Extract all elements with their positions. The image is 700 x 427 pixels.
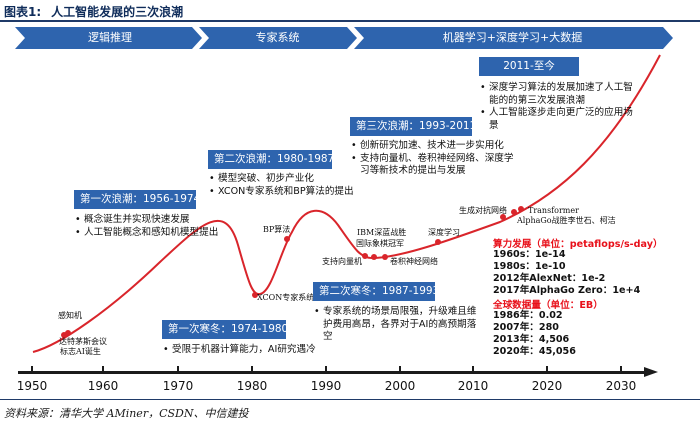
figure-title-text: 人工智能发展的三次浪潮	[51, 5, 184, 19]
title-rule	[0, 20, 700, 22]
axis-tickmark	[102, 366, 104, 372]
milestone-dot-deepblue	[371, 254, 377, 260]
band-ml-label: 机器学习+深度学习+大数据	[442, 31, 583, 44]
milestone-dot-gan	[500, 214, 506, 220]
development-curve	[32, 54, 661, 353]
milestone-dot-dartmouth	[65, 330, 71, 336]
milestone-dot-alphago	[518, 206, 524, 212]
axis-tick-label: 1950	[16, 379, 48, 393]
band-expert-shape	[199, 27, 357, 49]
data-volume-item: 2020年：45,056	[493, 346, 576, 357]
era-current-bullets: 深度学习算法的发展加速了人工智能的的第三次发展浪潮 人工智能逐步走向更广泛的应用…	[479, 82, 639, 132]
era-current-bullet: 人工智能逐步走向更广泛的应用场景	[479, 107, 639, 132]
time-axis	[18, 371, 646, 374]
milestone-dot-bp	[284, 236, 290, 242]
axis-tick-label: 2010	[457, 379, 489, 393]
compute-item: 1960s：1e-14	[493, 249, 566, 260]
era-first-wave-bullet: 人工智能概念和感知机模型提出	[74, 227, 264, 240]
axis-tickmark	[31, 366, 33, 372]
compute-heading: 算力发展（单位：petaflops/s-day）	[493, 239, 663, 250]
compute-item: 1980s：1e-10	[493, 261, 566, 272]
milestone-dot-xcon	[252, 292, 258, 298]
era-first-wave-title: 第一次浪潮：1956-1974	[74, 190, 200, 209]
footer-rule	[0, 399, 700, 400]
era-first-winter-bullet: 受限于机器计算能力，AI研究遇冷	[162, 344, 362, 357]
axis-tickmark	[472, 366, 474, 372]
axis-tickmark	[620, 366, 622, 372]
milestone-dot-transformer	[511, 209, 517, 215]
axis-tick-label: 1980	[236, 379, 268, 393]
axis-tickmark	[325, 366, 327, 372]
band-logic-label: 逻辑推理	[88, 31, 132, 44]
development-curve-line	[32, 54, 661, 353]
axis-tickmark	[546, 366, 548, 372]
milestone-perceptron: 感知机	[58, 311, 82, 320]
milestone-dot-svm	[362, 253, 368, 259]
era-second-winter-title: 第二次寒冬：1987-1993	[313, 282, 439, 301]
era-second-wave-bullet: 模型突破、初步产业化	[208, 173, 378, 186]
era-first-wave-bullets: 概念诞生并实现快速发展 人工智能概念和感知机模型提出	[74, 214, 264, 239]
era-third-wave-bullet: 创新研究加速、技术进一步实用化	[350, 140, 520, 153]
milestone-cnn: 卷积神经网络	[390, 257, 438, 266]
figure-title: 图表1: 人工智能发展的三次浪潮	[4, 3, 183, 20]
milestone-chess-champion: 国际象棋冠军	[356, 239, 404, 248]
era-band-bar	[15, 27, 673, 49]
era-second-wave-bullet: XCON专家系统和BP算法的提出	[208, 186, 378, 199]
axis-tick-label: 2000	[384, 379, 416, 393]
era-third-wave-bullet: 支持向量机、卷积神经网络、深度学习等新技术的提出与发展	[350, 153, 520, 178]
milestone-dot-cnn	[382, 254, 388, 260]
band-expert-label: 专家系统	[255, 31, 300, 44]
axis-tickmark	[251, 366, 253, 372]
era-first-winter-title: 第一次寒冬：1974-1980	[162, 320, 288, 339]
data-volume-item: 2007年：280	[493, 322, 559, 333]
milestone-deepblue: IBM深蓝战胜	[357, 228, 407, 237]
era-third-wave-title: 第三次浪潮：1993-2011	[350, 117, 476, 136]
milestone-gan: 生成对抗网络	[459, 206, 507, 215]
axis-tick-label: 2020	[531, 379, 563, 393]
data-volume-item: 2013年：4,506	[493, 334, 570, 345]
data-volume-heading: 全球数据量（单位：EB）	[493, 300, 603, 311]
data-volume-item: 1986年：0.02	[493, 310, 563, 321]
milestone-transformer: Transformer	[528, 206, 579, 215]
era-current-bullet: 深度学习算法的发展加速了人工智能的的第三次发展浪潮	[479, 82, 639, 107]
era-second-winter-bullet: 专家系统的场景局限强，升级难且维护费用高昂，各界对于AI的高预期落空	[313, 306, 478, 344]
axis-tickmark	[399, 366, 401, 372]
era-second-wave-title: 第二次浪潮：1980-1987	[208, 150, 334, 169]
milestone-svm: 支持向量机	[322, 257, 362, 266]
milestone-xcon: XCON专家系统	[257, 293, 315, 302]
era-second-wave-bullets: 模型突破、初步产业化 XCON专家系统和BP算法的提出	[208, 173, 378, 198]
figure-number: 图表1:	[4, 5, 42, 19]
time-axis-arrow	[644, 367, 658, 377]
axis-tick-label: 1960	[87, 379, 119, 393]
source-note: 资料来源：清华大学 AMiner，CSDN、中信建投	[4, 407, 249, 420]
axis-tick-label: 1990	[310, 379, 342, 393]
band-ml-shape	[354, 27, 673, 49]
axis-tick-label: 2030	[605, 379, 637, 393]
band-logic-shape	[15, 27, 202, 49]
era-current-title: 2011-至今	[479, 57, 579, 76]
era-first-wave-bullet: 概念诞生并实现快速发展	[74, 214, 264, 227]
milestone-dot-deeplearning	[435, 239, 441, 245]
axis-tick-label: 1970	[162, 379, 194, 393]
milestone-deeplearning: 深度学习	[428, 228, 460, 237]
era-second-winter-bullets: 专家系统的场景局限强，升级难且维护费用高昂，各界对于AI的高预期落空	[313, 306, 478, 344]
era-third-wave-bullets: 创新研究加速、技术进一步实用化 支持向量机、卷积神经网络、深度学习等新技术的提出…	[350, 140, 520, 178]
milestone-ai-birth: 标志AI诞生	[60, 347, 101, 356]
compute-item: 2017年AlphaGo Zero：1e+4	[493, 285, 641, 296]
milestone-bp: BP算法	[263, 225, 291, 234]
milestone-dartmouth: 达特茅斯会议	[59, 337, 107, 346]
compute-item: 2012年AlexNet：1e-2	[493, 273, 606, 284]
era-first-winter-bullets: 受限于机器计算能力，AI研究遇冷	[162, 344, 362, 357]
milestone-alphago: AlphaGo战胜李世石、柯洁	[517, 216, 616, 225]
axis-tickmark	[177, 366, 179, 372]
